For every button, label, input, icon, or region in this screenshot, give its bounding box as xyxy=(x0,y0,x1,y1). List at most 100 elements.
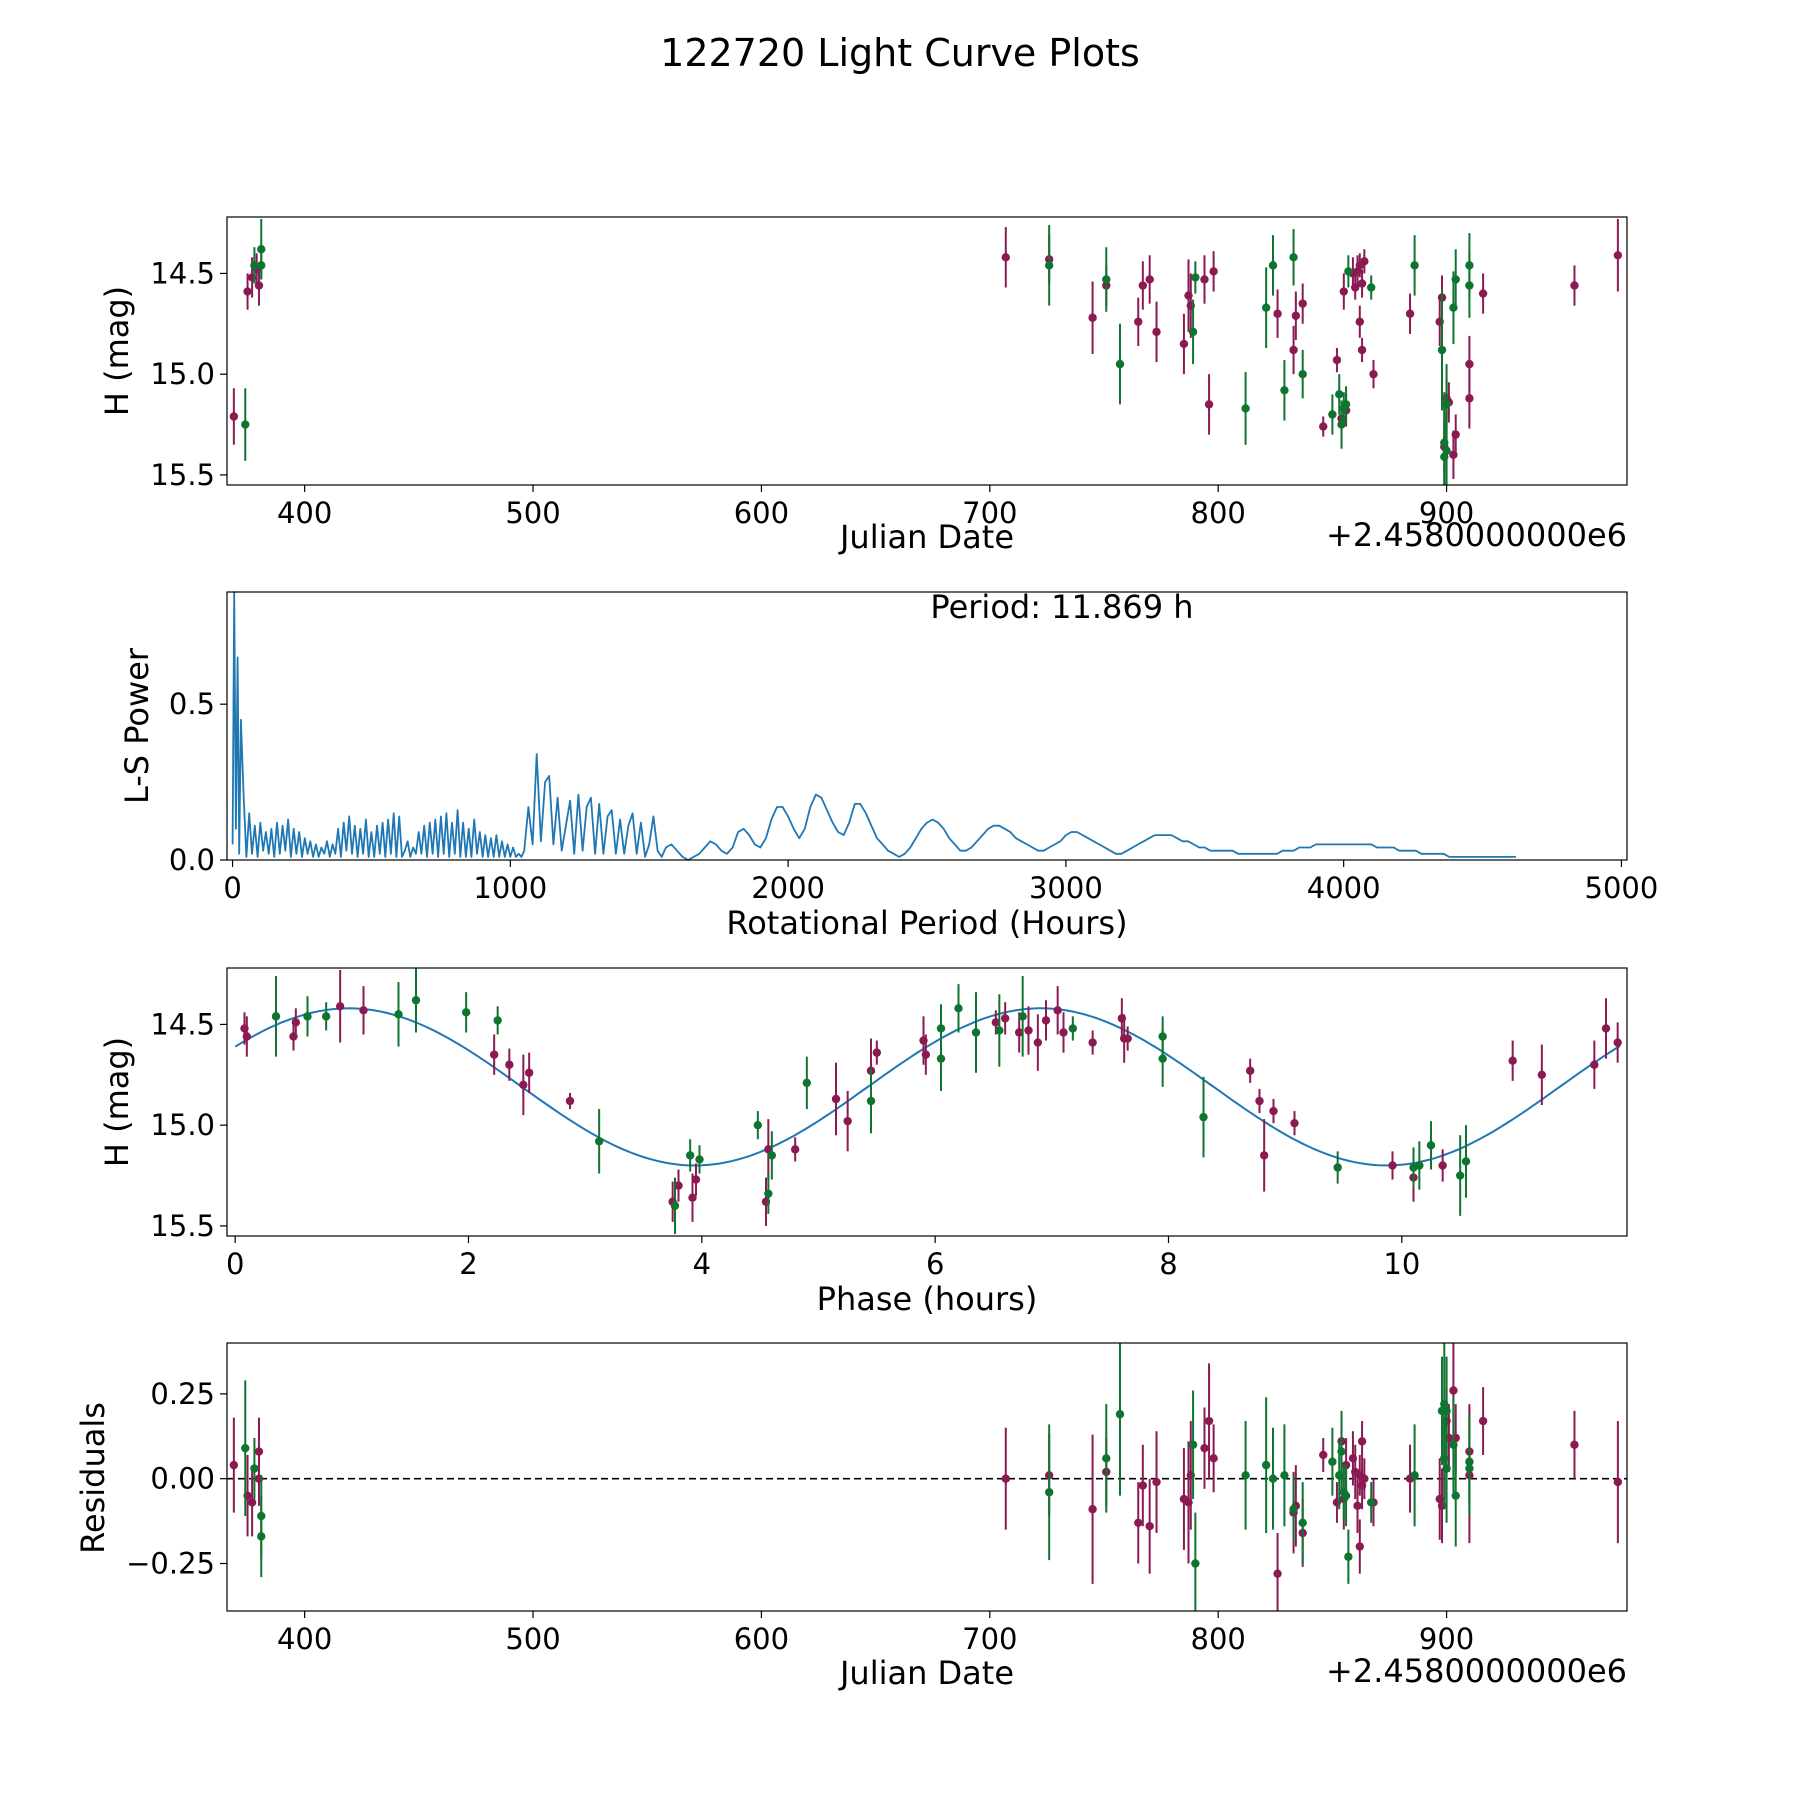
data-point xyxy=(1204,400,1214,409)
x-tick-label: 400 xyxy=(277,1622,332,1656)
data-point xyxy=(335,1002,345,1011)
data-point xyxy=(1088,1038,1097,1047)
data-point xyxy=(936,1054,946,1063)
data-point xyxy=(1209,1454,1218,1463)
data-point xyxy=(1280,386,1289,395)
data-point xyxy=(1158,1032,1167,1041)
data-point xyxy=(1328,410,1337,419)
data-point xyxy=(291,1018,301,1027)
x-tick-label: 500 xyxy=(505,1622,560,1656)
data-point xyxy=(1613,251,1623,260)
data-point xyxy=(1426,1141,1436,1150)
data-point xyxy=(1191,1559,1200,1568)
data-point xyxy=(753,1120,763,1130)
data-point xyxy=(1442,1464,1451,1473)
data-point xyxy=(1289,1505,1298,1514)
data-point xyxy=(1508,1056,1517,1065)
data-point xyxy=(1145,1521,1154,1531)
data-point xyxy=(1298,369,1307,379)
residuals-ylabel: Residuals xyxy=(74,1402,112,1554)
phased-curve-ylabel: H (mag) xyxy=(98,1037,136,1167)
data-point xyxy=(1537,1070,1547,1079)
data-point xyxy=(1455,1171,1465,1180)
data-point xyxy=(1367,283,1376,292)
light-curve-points xyxy=(229,219,1623,485)
data-point xyxy=(1209,267,1218,276)
x-tick-label: 800 xyxy=(1191,496,1246,530)
data-point xyxy=(229,412,239,421)
data-point xyxy=(1442,1406,1451,1416)
data-point xyxy=(411,996,421,1005)
data-point xyxy=(921,1050,931,1059)
data-point xyxy=(1188,1440,1198,1449)
data-point xyxy=(1188,327,1198,337)
data-point xyxy=(519,1080,528,1090)
data-point xyxy=(1613,1477,1623,1487)
data-point xyxy=(1437,345,1447,355)
data-point xyxy=(1333,1163,1342,1172)
x-tick-label: 600 xyxy=(734,1622,789,1656)
light-curve-x-offset: +2.4580000000e6 xyxy=(1326,516,1627,554)
data-point xyxy=(1337,1447,1346,1456)
y-tick-label: 15.0 xyxy=(150,357,215,391)
data-point xyxy=(1298,299,1307,308)
data-point xyxy=(1415,1161,1424,1170)
data-point xyxy=(1280,1471,1289,1480)
data-point xyxy=(1261,1460,1271,1470)
data-point xyxy=(1357,279,1367,288)
data-point xyxy=(1601,1024,1611,1033)
data-point xyxy=(1152,1477,1161,1487)
data-point xyxy=(843,1116,852,1126)
data-point xyxy=(1044,1488,1054,1497)
data-point xyxy=(1088,313,1097,322)
data-point xyxy=(670,1201,680,1210)
data-point xyxy=(1014,1028,1024,1037)
y-tick-label: 15.5 xyxy=(150,1209,215,1243)
data-point xyxy=(1319,422,1328,431)
x-tick-label: 800 xyxy=(1191,1622,1246,1656)
periodogram-line xyxy=(231,591,1516,861)
data-point xyxy=(1255,1096,1264,1106)
y-tick-label: 14.5 xyxy=(150,1007,215,1041)
residuals-xlabel: Julian Date xyxy=(838,1654,1014,1692)
data-point xyxy=(489,1050,499,1059)
x-tick-label: 2 xyxy=(459,1247,477,1281)
light-curve-ticks: 400 500 600 700 800 900 15.5 15.0 14.5 xyxy=(150,256,1474,530)
data-point xyxy=(1059,1028,1068,1037)
data-point xyxy=(954,1004,963,1013)
data-point xyxy=(1570,1440,1579,1449)
x-tick-label: 900 xyxy=(1419,1622,1474,1656)
x-tick-label: 4 xyxy=(693,1247,711,1281)
y-tick-label: 0.0 xyxy=(169,843,215,877)
data-point xyxy=(1410,261,1419,270)
data-point xyxy=(1001,1474,1010,1483)
residuals-frame xyxy=(226,1342,1628,1612)
light-curve-frame xyxy=(226,216,1628,486)
data-point xyxy=(1478,1416,1488,1426)
data-point xyxy=(1465,359,1474,369)
data-point xyxy=(1344,267,1353,276)
periodogram-xlabel: Rotational Period (Hours) xyxy=(726,904,1127,942)
y-tick-label: 15.5 xyxy=(150,458,215,492)
data-point xyxy=(1360,257,1369,266)
x-tick-label: 700 xyxy=(962,496,1017,530)
y-tick-label: −0.25 xyxy=(126,1547,215,1581)
data-point xyxy=(1204,1416,1214,1426)
data-point xyxy=(1328,1457,1337,1466)
data-point xyxy=(1613,1038,1622,1047)
data-point xyxy=(1033,1038,1043,1047)
data-point xyxy=(505,1060,514,1069)
data-point xyxy=(250,1464,259,1473)
data-point xyxy=(254,281,264,290)
periodogram-curve xyxy=(231,591,1516,861)
data-point xyxy=(1319,1450,1328,1460)
data-point xyxy=(247,1498,257,1507)
data-point xyxy=(394,1010,403,1019)
data-point xyxy=(461,1008,471,1017)
data-point xyxy=(1102,1454,1111,1463)
data-point xyxy=(1341,1491,1351,1500)
data-point xyxy=(1102,275,1111,284)
data-point xyxy=(991,1018,1001,1027)
data-point xyxy=(674,1181,683,1190)
